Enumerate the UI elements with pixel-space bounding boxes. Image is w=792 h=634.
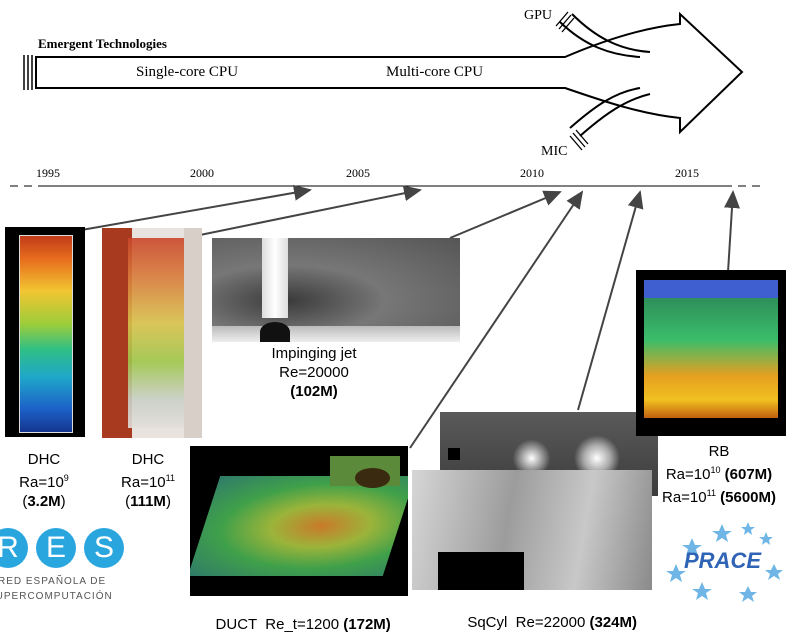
res-letter: R bbox=[0, 528, 28, 568]
dhc2-caption: DHC Ra=1011 (111M) bbox=[121, 451, 175, 510]
res-line1: RED ESPAÑOLA DE bbox=[0, 576, 107, 587]
prace-logo: PRACE bbox=[662, 518, 792, 608]
label-single-core: Single-core CPU bbox=[136, 64, 239, 80]
year-label: 1995 bbox=[36, 166, 60, 180]
arrow-sqcyl bbox=[577, 190, 644, 411]
header-title: Emergent Technologies bbox=[38, 36, 167, 51]
year-label: 2010 bbox=[520, 166, 544, 180]
sqcyl-caption: SqCyl Re=22000 (324M) bbox=[467, 614, 638, 631]
technology-arrow-graphic bbox=[10, 11, 765, 449]
prace-stars-icon bbox=[666, 522, 783, 602]
label-gpu: GPU bbox=[524, 8, 553, 23]
main-arrow-shape bbox=[35, 11, 744, 135]
duct-image bbox=[190, 446, 408, 596]
impinging-jet-image bbox=[212, 238, 460, 342]
dhc1-caption: DHC Ra=109 (3.2M) bbox=[19, 451, 69, 510]
prace-text: PRACE bbox=[684, 548, 762, 573]
res-logo: R E S RED ESPAÑOLA DE SUPERCOMPUTACIÓN bbox=[0, 528, 140, 608]
arrow-duct bbox=[409, 190, 584, 449]
year-label: 2005 bbox=[346, 166, 370, 180]
dhc2-image bbox=[102, 228, 202, 438]
mic-branch bbox=[569, 87, 641, 129]
gpu-branch bbox=[559, 21, 641, 58]
dhc1-image bbox=[5, 227, 85, 437]
year-label: 2000 bbox=[190, 166, 214, 180]
rb-image bbox=[636, 270, 786, 436]
arrow-jet bbox=[449, 190, 562, 239]
jet-caption: Impinging jet Re=20000 (102M) bbox=[271, 345, 357, 400]
arrow-rb bbox=[724, 190, 740, 273]
res-letter: E bbox=[36, 528, 76, 568]
arrow-dhc1 bbox=[69, 184, 312, 233]
rb-caption: RB Ra=1010 (607M) Ra=1011 (5600M) bbox=[662, 443, 776, 506]
year-label: 2015 bbox=[675, 166, 699, 180]
res-line2: SUPERCOMPUTACIÓN bbox=[0, 591, 113, 602]
label-multi-core: Multi-core CPU bbox=[386, 64, 484, 80]
sqcyl-bottom-image bbox=[412, 470, 652, 590]
arrow-dhc2 bbox=[199, 185, 422, 236]
res-letter: S bbox=[84, 528, 124, 568]
label-mic: MIC bbox=[541, 144, 568, 159]
duct-caption: DUCT Re_t=1200 (172M) bbox=[215, 616, 391, 633]
